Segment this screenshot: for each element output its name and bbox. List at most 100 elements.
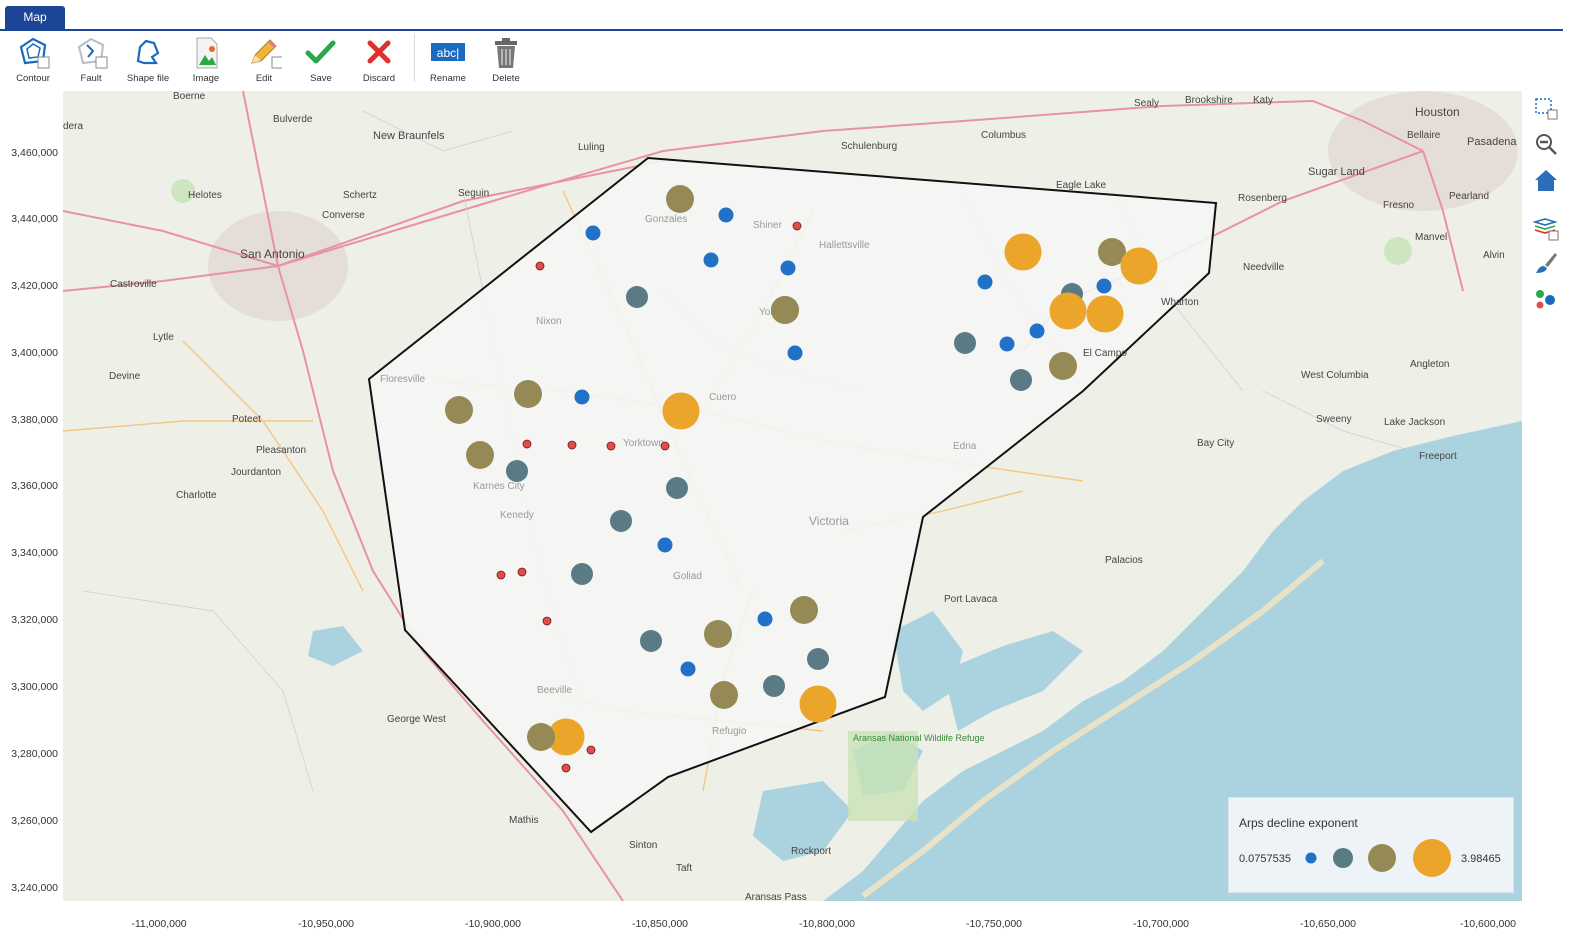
place-label: Charlotte (176, 490, 217, 501)
well-marker[interactable] (1086, 295, 1124, 333)
y-tick-label: 3,260,000 (11, 815, 58, 827)
well-marker[interactable] (710, 681, 738, 709)
well-marker[interactable] (660, 441, 670, 451)
color-classes-button[interactable] (1533, 286, 1559, 312)
well-marker[interactable] (1049, 292, 1087, 330)
well-marker[interactable] (680, 661, 696, 677)
place-label: New Braunfels (373, 130, 445, 142)
style-brush-button[interactable] (1533, 250, 1559, 276)
well-marker[interactable] (1096, 278, 1112, 294)
rename-glyph: abc| (437, 46, 459, 60)
discard-button[interactable]: Discard (351, 33, 407, 87)
well-marker[interactable] (662, 392, 700, 430)
well-marker[interactable] (522, 439, 532, 449)
edit-button[interactable]: Edit (236, 33, 292, 87)
well-marker[interactable] (1098, 238, 1126, 266)
well-marker[interactable] (506, 460, 528, 482)
well-marker[interactable] (626, 286, 648, 308)
home-icon (1535, 170, 1557, 191)
well-marker[interactable] (1049, 352, 1077, 380)
rename-button[interactable]: abc| Rename (420, 33, 476, 87)
save-button[interactable]: Save (293, 33, 349, 87)
select-region-icon (1535, 98, 1558, 120)
well-marker[interactable] (445, 396, 473, 424)
well-marker[interactable] (787, 345, 803, 361)
shape-file-button[interactable]: Shape file (120, 33, 176, 87)
place-label: Jourdanton (231, 467, 281, 478)
x-tick-label: -10,850,000 (631, 918, 689, 930)
well-marker[interactable] (535, 261, 545, 271)
home-button[interactable] (1533, 167, 1559, 193)
place-label: Boerne (173, 91, 206, 102)
select-region-button[interactable] (1533, 95, 1559, 121)
well-marker[interactable] (977, 274, 993, 290)
zoom-out-button[interactable] (1533, 131, 1559, 157)
well-marker[interactable] (799, 685, 837, 723)
well-marker[interactable] (496, 570, 506, 580)
place-label: Aransas Pass (745, 892, 807, 901)
legend: Arps decline exponent 0.0757535 3.98465 (1228, 797, 1514, 893)
well-marker[interactable] (466, 441, 494, 469)
well-marker[interactable] (547, 718, 585, 756)
well-marker[interactable] (1004, 233, 1042, 271)
place-label: Port Lavaca (944, 594, 998, 605)
well-marker[interactable] (571, 563, 593, 585)
y-tick-label: 3,420,000 (11, 280, 58, 292)
well-marker[interactable] (561, 763, 571, 773)
tab-map[interactable]: Map (5, 6, 65, 29)
x-tick-label: -10,650,000 (1299, 918, 1357, 930)
map-canvas[interactable]: Boerne Bulverde New Braunfels Luling Sch… (63, 91, 1522, 901)
well-marker[interactable] (585, 225, 601, 241)
y-tick-label: 3,340,000 (11, 547, 58, 559)
contour-button[interactable]: Contour (5, 33, 61, 87)
well-marker[interactable] (1120, 247, 1158, 285)
well-marker[interactable] (586, 745, 596, 755)
well-marker[interactable] (792, 221, 802, 231)
well-marker[interactable] (657, 537, 673, 553)
well-marker[interactable] (1010, 369, 1032, 391)
well-marker[interactable] (954, 332, 976, 354)
well-marker[interactable] (666, 477, 688, 499)
well-marker[interactable] (718, 207, 734, 223)
place-label: Pasadena (1467, 136, 1517, 148)
place-label: Poteet (232, 414, 261, 425)
layers-button[interactable] (1532, 215, 1559, 241)
place-label: Angleton (1410, 359, 1449, 370)
well-marker[interactable] (542, 616, 552, 626)
well-marker[interactable] (567, 440, 577, 450)
y-tick-label: 3,320,000 (11, 614, 58, 626)
toolbar: Contour Fault Shape file Image Edit (0, 31, 1563, 89)
place-label: Needville (1243, 262, 1285, 273)
save-label: Save (310, 73, 332, 84)
place-label: Pleasanton (256, 445, 306, 456)
y-tick-label: 3,360,000 (11, 480, 58, 492)
well-marker[interactable] (640, 630, 662, 652)
well-marker[interactable] (606, 441, 616, 451)
well-marker[interactable] (666, 185, 694, 213)
fault-button[interactable]: Fault (63, 33, 119, 87)
well-marker[interactable] (790, 596, 818, 624)
well-marker[interactable] (780, 260, 796, 276)
place-label: San Antonio (240, 247, 305, 261)
study-area-polygon[interactable] (367, 156, 1218, 834)
well-marker[interactable] (771, 296, 799, 324)
delete-button[interactable]: Delete (478, 33, 534, 87)
well-marker[interactable] (1029, 323, 1045, 339)
legend-swatch-class4 (1413, 839, 1451, 877)
well-marker[interactable] (527, 723, 555, 751)
well-marker[interactable] (999, 336, 1015, 352)
place-label: Rockport (791, 846, 831, 857)
well-marker[interactable] (704, 620, 732, 648)
well-marker[interactable] (703, 252, 719, 268)
well-marker[interactable] (514, 380, 542, 408)
image-button[interactable]: Image (178, 33, 234, 87)
well-marker[interactable] (763, 675, 785, 697)
well-marker[interactable] (757, 611, 773, 627)
y-tick-label: 3,440,000 (11, 213, 58, 225)
well-marker[interactable] (807, 648, 829, 670)
well-marker[interactable] (517, 567, 527, 577)
well-marker[interactable] (574, 389, 590, 405)
image-icon (196, 37, 218, 69)
well-marker[interactable] (610, 510, 632, 532)
place-label: Rosenberg (1238, 193, 1287, 204)
